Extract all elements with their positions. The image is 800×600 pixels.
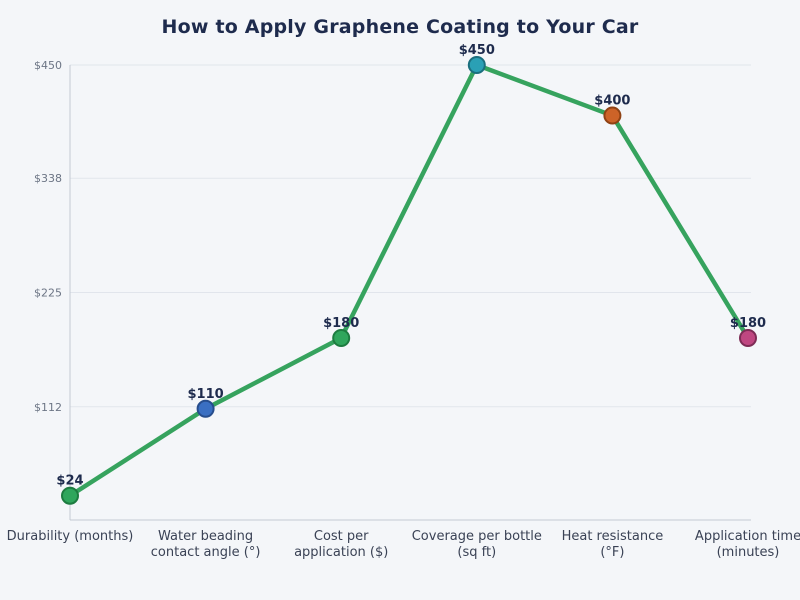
point-value-label: $110 [188, 387, 224, 402]
point-value-label: $400 [594, 94, 630, 109]
y-tick-label: $450 [34, 59, 62, 72]
series-line [67, 62, 751, 498]
x-axis-label: Durability (months) [7, 529, 134, 544]
point-value-label: $180 [730, 316, 766, 331]
data-point [467, 56, 486, 74]
y-tick-label: $225 [34, 287, 62, 300]
x-axis-label: Heat resistance (°F) [562, 529, 664, 560]
y-tick-label: $338 [34, 172, 62, 185]
x-axis-label: Application time (minutes) [695, 529, 800, 560]
x-axis-label: Water beading contact angle (°) [151, 529, 261, 560]
x-axis-label: Coverage per bottle (sq ft) [412, 529, 542, 560]
point-value-label: $180 [323, 316, 359, 331]
x-axis-label: Cost per application ($) [294, 529, 388, 560]
data-point [603, 106, 622, 125]
chart-title: How to Apply Graphene Coating to Your Ca… [161, 16, 639, 38]
y-tick-label: $112 [34, 401, 62, 414]
data-point [332, 329, 351, 347]
data-point [61, 486, 79, 505]
data-point [739, 329, 757, 347]
point-value-label: $24 [56, 474, 83, 489]
point-value-label: $450 [459, 43, 495, 58]
data-point [196, 399, 215, 418]
